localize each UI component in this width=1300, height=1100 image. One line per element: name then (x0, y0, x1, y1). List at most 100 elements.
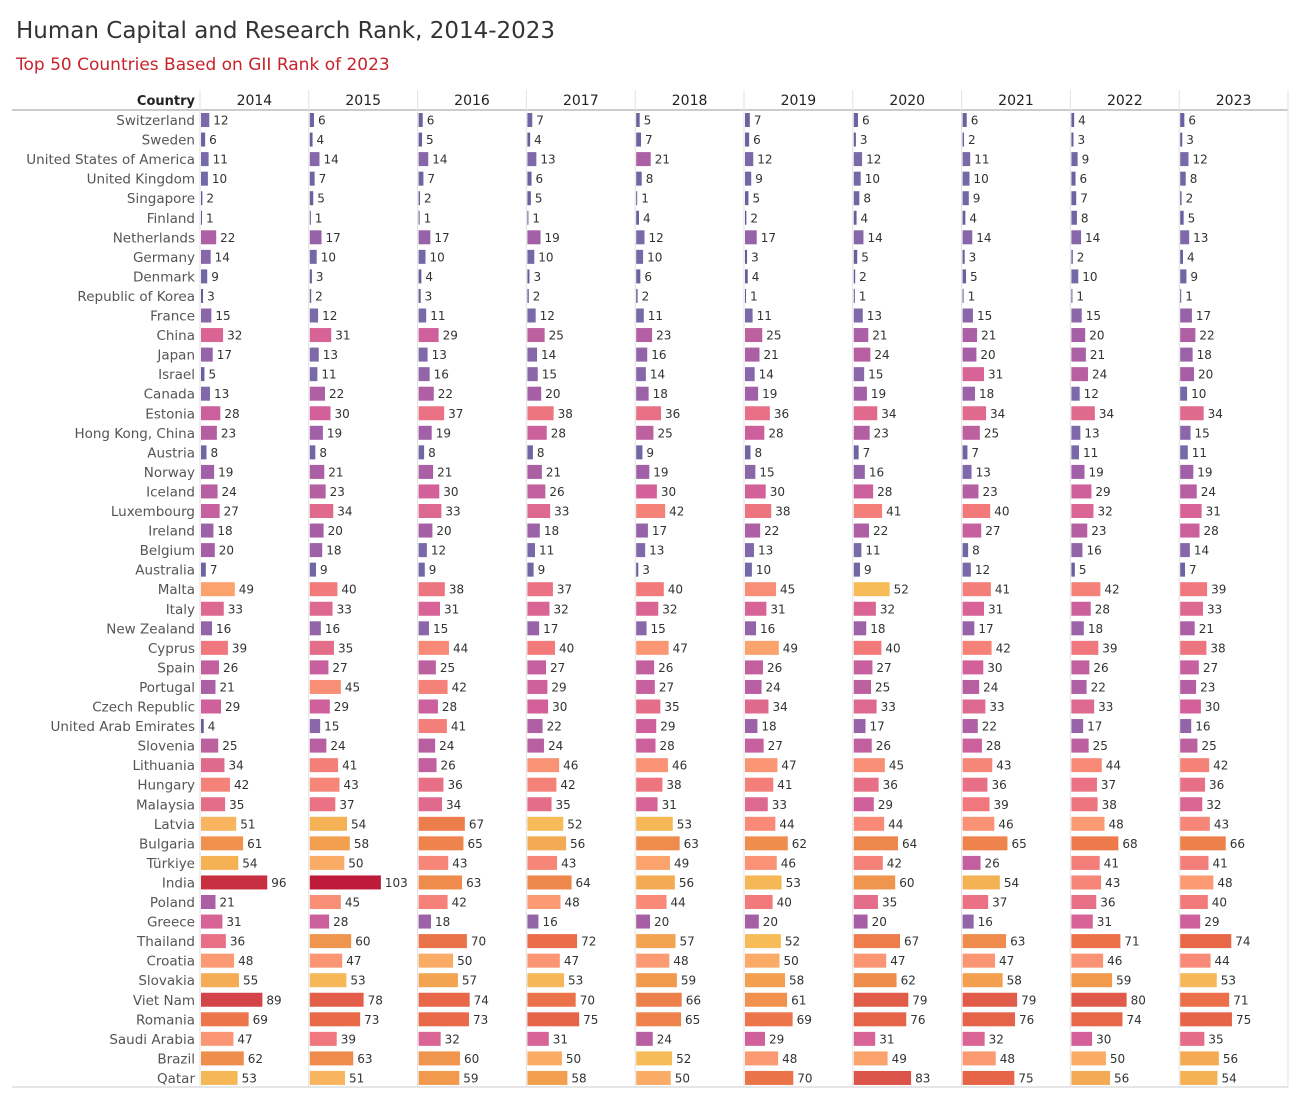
bar (1071, 562, 1075, 577)
value-label: 25 (222, 739, 237, 753)
value-label: 33 (989, 700, 1004, 714)
value-label: 21 (1199, 622, 1214, 636)
value-label: 26 (658, 661, 673, 675)
bar (418, 777, 444, 792)
value-label: 14 (1085, 231, 1100, 245)
value-label: 17 (217, 348, 232, 362)
value-label: 9 (429, 563, 437, 577)
bar (1180, 386, 1188, 401)
value-label: 9 (1190, 270, 1198, 284)
bar (962, 601, 984, 616)
value-label: 29 (225, 700, 240, 714)
bar (201, 758, 225, 773)
bar (418, 152, 429, 167)
value-label: 69 (253, 1013, 268, 1027)
value-label: 29 (660, 720, 675, 734)
value-label: 22 (982, 720, 997, 734)
value-label: 41 (1212, 856, 1227, 870)
value-label: 56 (679, 876, 694, 890)
value-label: 8 (646, 172, 654, 186)
value-label: 26 (549, 485, 564, 499)
bar (962, 191, 969, 206)
bar (527, 777, 557, 792)
value-label: 42 (887, 856, 902, 870)
bar (527, 504, 551, 518)
bar (201, 934, 226, 949)
bar (1180, 875, 1214, 890)
bar (201, 1070, 238, 1085)
value-label: 50 (348, 856, 363, 870)
bar (962, 562, 971, 577)
bar (962, 777, 988, 792)
bar (745, 875, 782, 890)
value-label: 35 (338, 641, 353, 655)
bar (527, 230, 541, 245)
bar (201, 992, 263, 1007)
value-label: 28 (551, 426, 566, 440)
country-label: Republic of Korea (77, 289, 195, 305)
bar (309, 171, 315, 186)
value-label: 1 (641, 192, 649, 206)
bar (527, 113, 533, 127)
bar (636, 230, 645, 245)
bar (309, 1012, 361, 1027)
bar (201, 875, 268, 890)
value-label: 8 (537, 446, 545, 460)
bar (745, 621, 757, 636)
bar (745, 367, 755, 382)
value-label: 89 (266, 993, 281, 1007)
bar (309, 640, 334, 655)
value-label: 58 (1007, 974, 1022, 988)
bar (418, 855, 449, 870)
bar (1180, 308, 1192, 323)
bar (418, 758, 437, 773)
country-label: Poland (150, 895, 195, 911)
bar (1180, 992, 1230, 1007)
bar (745, 777, 774, 792)
value-label: 17 (326, 231, 341, 245)
value-label: 31 (879, 1032, 894, 1046)
bar (1071, 973, 1113, 988)
value-label: 28 (1095, 602, 1110, 616)
bar (418, 523, 433, 538)
country-label: Germany (133, 250, 195, 266)
value-label: 1 (206, 211, 214, 225)
bar (1180, 914, 1201, 929)
bar (418, 640, 449, 655)
value-label: 20 (436, 524, 451, 538)
bar (636, 191, 638, 206)
bar (636, 855, 671, 870)
value-label: 17 (652, 524, 667, 538)
value-label: 32 (553, 602, 568, 616)
value-label: 5 (1188, 211, 1196, 225)
bar (418, 601, 440, 616)
bar (1071, 660, 1090, 675)
bar (1071, 308, 1082, 323)
bar (201, 1031, 234, 1046)
value-label: 52 (894, 583, 909, 597)
country-label: Thailand (136, 934, 195, 950)
bar (1071, 1031, 1093, 1046)
bar (527, 171, 532, 186)
value-label: 63 (684, 837, 699, 851)
bar (853, 660, 873, 675)
value-label: 33 (228, 602, 243, 616)
bar (745, 230, 757, 245)
value-label: 1 (968, 289, 976, 303)
value-label: 11 (757, 309, 772, 323)
value-label: 60 (355, 935, 370, 949)
bar (1071, 582, 1101, 597)
bar (418, 171, 424, 186)
value-label: 58 (354, 837, 369, 851)
bar (1071, 1012, 1123, 1027)
value-label: 56 (1223, 1052, 1238, 1066)
value-label: 12 (866, 153, 881, 167)
bar (745, 1031, 766, 1046)
bar (1180, 679, 1197, 694)
bar (201, 347, 213, 362)
value-label: 34 (990, 407, 1005, 421)
value-label: 30 (770, 485, 785, 499)
bar (853, 288, 855, 303)
value-label: 3 (533, 270, 541, 284)
value-label: 9 (864, 563, 872, 577)
